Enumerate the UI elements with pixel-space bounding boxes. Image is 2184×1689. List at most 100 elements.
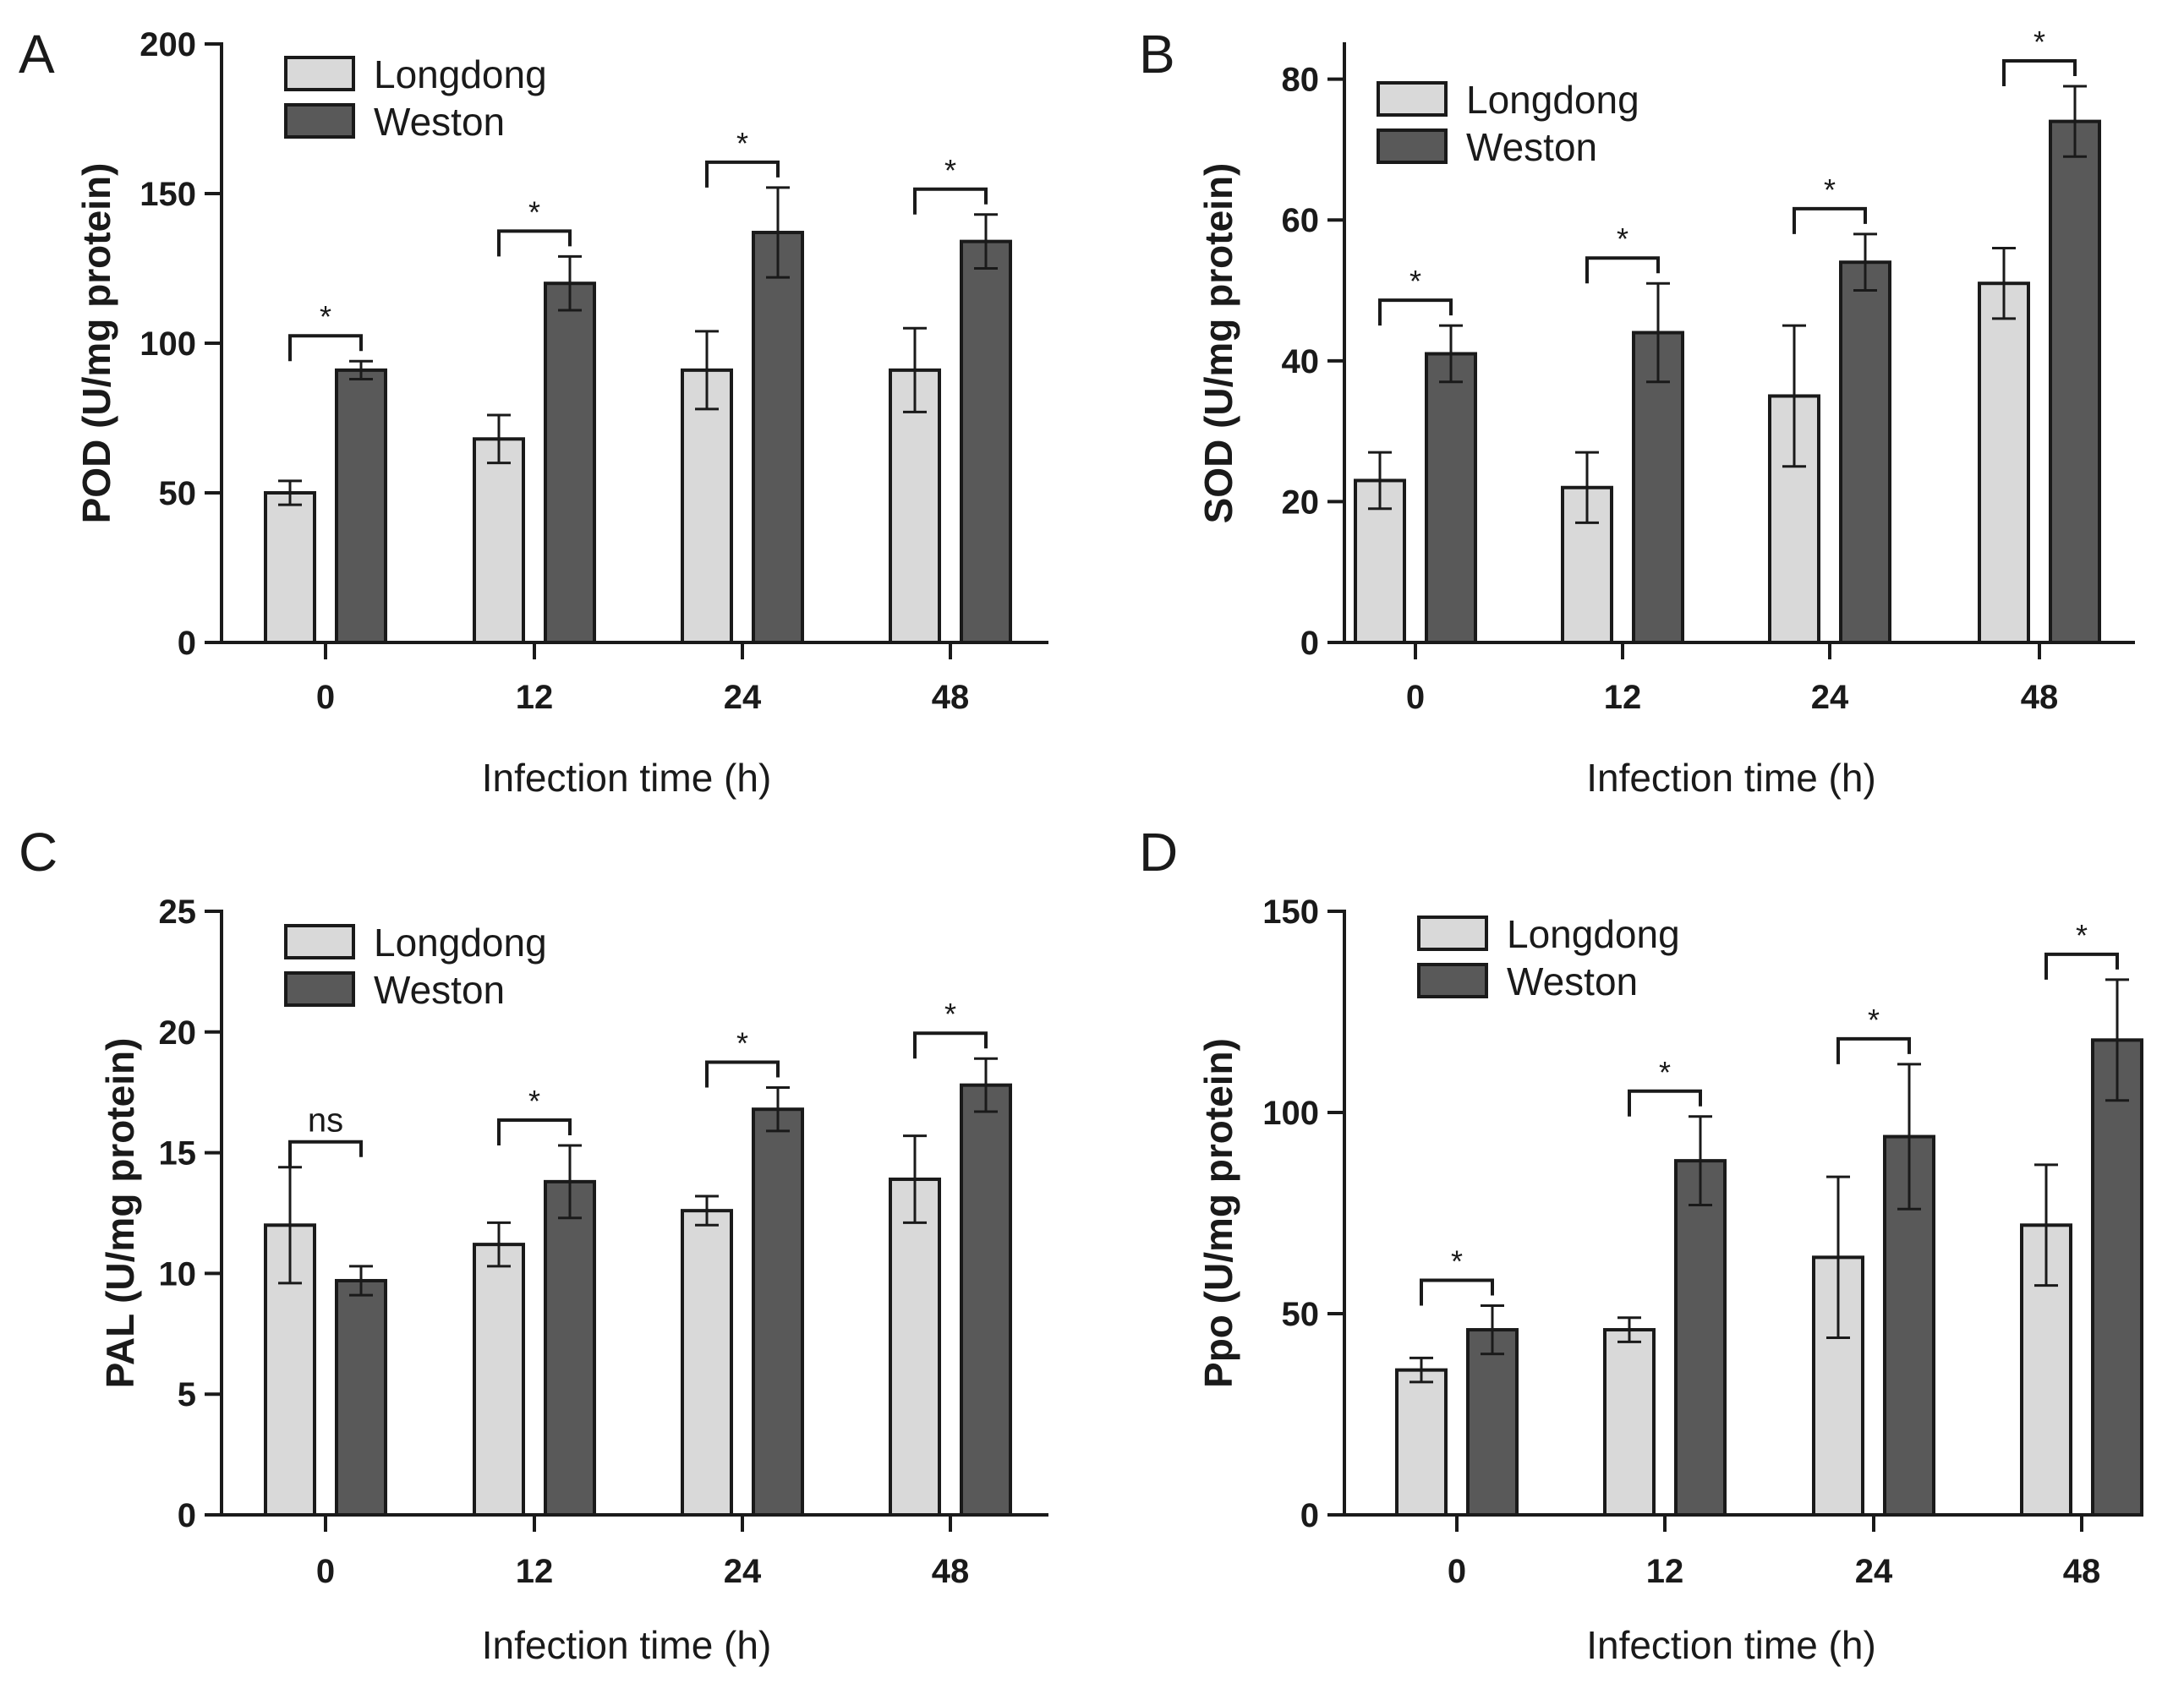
y-tick-label: 15 bbox=[159, 1135, 197, 1172]
bar-weston-24 bbox=[752, 1107, 804, 1517]
significance-label: * bbox=[320, 299, 331, 334]
x-tick-label: 12 bbox=[516, 679, 554, 716]
significance-bracket bbox=[1628, 1089, 1702, 1117]
bar-weston-48 bbox=[960, 239, 1012, 644]
x-tick-label: 24 bbox=[724, 1553, 762, 1590]
bar-longdong-48 bbox=[889, 1178, 941, 1517]
legend-label-weston: Weston bbox=[374, 968, 505, 1012]
bar-weston-24 bbox=[1839, 260, 1891, 644]
bar-weston-0 bbox=[335, 368, 387, 644]
bar-weston-0 bbox=[335, 1278, 387, 1517]
x-tick-label: 12 bbox=[1604, 679, 1642, 716]
panel-d: D * * * * 0 50 100 150 0 12 24 48 Infection time (h) P… bbox=[1139, 822, 2143, 1667]
y-tick-label: 50 bbox=[159, 475, 197, 512]
x-tick-label: 48 bbox=[932, 679, 970, 716]
significance-label: * bbox=[528, 1084, 540, 1118]
significance-label: * bbox=[2076, 918, 2088, 953]
x-tick-label: 24 bbox=[724, 679, 762, 716]
significance-bracket bbox=[288, 1140, 363, 1167]
significance-bracket bbox=[913, 1031, 988, 1059]
y-tick-label: 5 bbox=[178, 1376, 196, 1413]
y-tick-label: 10 bbox=[159, 1255, 197, 1293]
significance-bracket bbox=[705, 160, 780, 188]
bar-weston-12 bbox=[1674, 1159, 1727, 1517]
panel-a: A * * * * 0 50 100 150 200 0 12 24 48 Infection time (… bbox=[19, 24, 1048, 800]
y-axis-title: Ppo (U/mg protein) bbox=[1196, 1038, 1240, 1388]
panel-letter: B bbox=[1139, 24, 1175, 85]
y-axis-title: POD (U/mg protein) bbox=[74, 163, 118, 524]
y-tick-label: 0 bbox=[178, 1497, 196, 1534]
significance-bracket bbox=[705, 1060, 780, 1088]
x-axis-title: Infection time (h) bbox=[1586, 756, 1876, 800]
y-tick-label: 200 bbox=[140, 26, 196, 63]
y-axis-title: PAL (U/mg protein) bbox=[98, 1038, 142, 1389]
legend-label-weston: Weston bbox=[1507, 959, 1638, 1003]
significance-label: * bbox=[736, 126, 748, 161]
y-tick-label: 0 bbox=[1300, 625, 1319, 662]
significance-label: * bbox=[944, 997, 956, 1031]
significance-bracket bbox=[1793, 206, 1867, 234]
legend-swatch-longdong bbox=[284, 56, 355, 91]
significance-label: * bbox=[1659, 1055, 1671, 1090]
panel-letter: C bbox=[19, 822, 57, 883]
bar-weston-48 bbox=[2049, 119, 2101, 644]
panel-c: Cns * * * 0 5 10 15 20 25 0 12 24 48 Infection time (h… bbox=[19, 822, 1048, 1667]
y-axis-title: SOD (U/mg protein) bbox=[1196, 163, 1240, 524]
x-tick-label: 48 bbox=[2063, 1553, 2101, 1590]
y-tick-label: 60 bbox=[1282, 202, 1320, 239]
significance-bracket bbox=[2044, 952, 2119, 980]
significance-bracket bbox=[913, 187, 988, 215]
legend-swatch-longdong bbox=[284, 924, 355, 959]
panel-letter: A bbox=[19, 24, 55, 85]
y-tick-label: 20 bbox=[159, 1014, 197, 1052]
significance-label: * bbox=[1617, 221, 1628, 256]
bar-longdong-12 bbox=[473, 1243, 525, 1517]
bar-longdong-24 bbox=[681, 1209, 733, 1517]
bar-longdong-12 bbox=[473, 437, 525, 645]
bar-longdong-24 bbox=[681, 368, 733, 644]
bar-longdong-48 bbox=[1978, 282, 2030, 644]
legend-label-longdong: Longdong bbox=[374, 921, 547, 965]
x-tick-label: 12 bbox=[1646, 1553, 1684, 1590]
legend-swatch-longdong bbox=[1377, 81, 1448, 117]
x-tick-label: 0 bbox=[1406, 679, 1425, 716]
significance-bracket bbox=[288, 334, 363, 362]
x-tick-label: 0 bbox=[1448, 1553, 1466, 1590]
x-tick-label: 24 bbox=[1855, 1553, 1893, 1590]
y-tick-label: 0 bbox=[1300, 1497, 1319, 1534]
y-tick-label: 150 bbox=[1262, 894, 1319, 931]
y-tick-label: 50 bbox=[1282, 1296, 1320, 1333]
bar-weston-48 bbox=[960, 1083, 1012, 1517]
x-tick-label: 12 bbox=[516, 1553, 554, 1590]
significance-bracket bbox=[1585, 256, 1660, 284]
significance-bracket bbox=[2002, 58, 2077, 86]
significance-label: * bbox=[528, 194, 540, 229]
significance-bracket bbox=[497, 229, 572, 257]
x-tick-label: 48 bbox=[932, 1553, 970, 1590]
significance-label: * bbox=[736, 1025, 748, 1060]
legend-label-weston: Weston bbox=[1466, 125, 1597, 169]
x-axis-title: Infection time (h) bbox=[1586, 1623, 1876, 1667]
legend-swatch-weston bbox=[284, 103, 355, 139]
significance-label: * bbox=[1824, 172, 1836, 207]
y-tick-label: 100 bbox=[140, 325, 196, 363]
bar-longdong-0 bbox=[1395, 1368, 1448, 1517]
legend-label-longdong: Longdong bbox=[1507, 912, 1680, 956]
bar-weston-0 bbox=[1425, 352, 1477, 644]
significance-label: * bbox=[1868, 1003, 1880, 1037]
y-tick-label: 150 bbox=[140, 176, 196, 213]
y-tick-label: 20 bbox=[1282, 484, 1320, 521]
bar-weston-12 bbox=[544, 1179, 596, 1517]
significance-bracket bbox=[1378, 298, 1453, 326]
x-tick-label: 48 bbox=[2021, 679, 2059, 716]
legend-label-longdong: Longdong bbox=[374, 52, 547, 96]
bar-weston-12 bbox=[544, 282, 596, 644]
significance-label: * bbox=[1451, 1244, 1463, 1278]
legend-swatch-longdong bbox=[1417, 916, 1488, 951]
x-axis-title: Infection time (h) bbox=[482, 1623, 772, 1667]
bar-weston-48 bbox=[2091, 1038, 2143, 1517]
panel-b: B * * * * 0 20 40 60 80 0 12 24 48 Infection time (h) S… bbox=[1139, 24, 2135, 800]
x-axis-title: Infection time (h) bbox=[482, 756, 772, 800]
y-tick-label: 0 bbox=[178, 625, 196, 662]
significance-bracket bbox=[1420, 1278, 1494, 1306]
